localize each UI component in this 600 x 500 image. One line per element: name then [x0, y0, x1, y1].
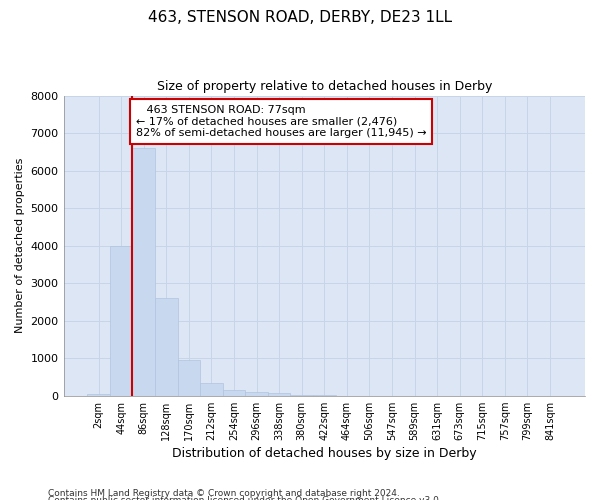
X-axis label: Distribution of detached houses by size in Derby: Distribution of detached houses by size …	[172, 447, 476, 460]
Bar	[178, 360, 200, 396]
Y-axis label: Number of detached properties: Number of detached properties	[15, 158, 25, 334]
Text: Contains public sector information licensed under the Open Government Licence v3: Contains public sector information licen…	[48, 496, 442, 500]
Bar	[245, 392, 268, 396]
Bar	[155, 298, 178, 396]
Text: 463, STENSON ROAD, DERBY, DE23 1LL: 463, STENSON ROAD, DERBY, DE23 1LL	[148, 10, 452, 25]
Title: Size of property relative to detached houses in Derby: Size of property relative to detached ho…	[157, 80, 492, 93]
Text: 463 STENSON ROAD: 77sqm
← 17% of detached houses are smaller (2,476)
82% of semi: 463 STENSON ROAD: 77sqm ← 17% of detache…	[136, 105, 427, 138]
Bar	[200, 383, 223, 396]
Bar	[110, 246, 133, 396]
Bar	[223, 390, 245, 396]
Bar	[133, 148, 155, 396]
Bar	[268, 394, 290, 396]
Bar	[87, 394, 110, 396]
Text: Contains HM Land Registry data © Crown copyright and database right 2024.: Contains HM Land Registry data © Crown c…	[48, 488, 400, 498]
